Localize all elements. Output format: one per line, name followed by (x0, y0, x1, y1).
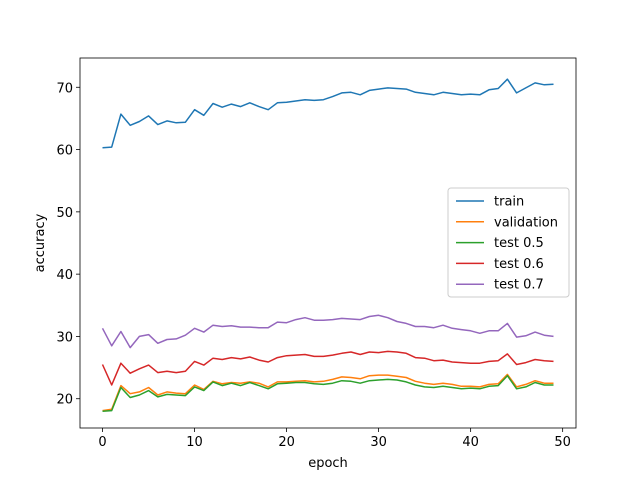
series-line-test-0-5 (102, 374, 554, 412)
x-tick-label: 20 (278, 435, 295, 450)
y-tick-label: 50 (56, 206, 73, 221)
y-axis-label: accuracy (33, 213, 48, 272)
y-tick-label: 70 (56, 81, 73, 96)
x-tick-label: 0 (98, 435, 106, 450)
series-line-train (102, 78, 554, 149)
x-axis-ticks: 0 10 20 30 40 50 (98, 428, 571, 450)
plot-area-frame (79, 57, 577, 429)
x-tick-label: 50 (554, 435, 571, 450)
y-tick-label: 30 (56, 330, 73, 345)
legend-label-validation: validation (494, 215, 558, 230)
legend-label-test-0-7: test 0.7 (494, 278, 544, 293)
y-tick-label: 60 (56, 144, 73, 159)
x-tick-label: 10 (186, 435, 203, 450)
x-tick-label: 30 (370, 435, 387, 450)
legend-label-test-0-6: test 0.6 (494, 257, 544, 272)
y-tick-label: 40 (56, 268, 73, 283)
legend: train validation test 0.5 test 0.6 test 0.7 (447, 187, 570, 298)
y-axis-ticks: 20 30 40 50 60 70 (56, 81, 80, 408)
legend-label-test-0-5: test 0.5 (494, 236, 544, 251)
legend-label-train: train (494, 195, 524, 210)
legend-box (447, 187, 570, 298)
y-tick-label: 20 (56, 393, 73, 408)
series-lines (101, 78, 554, 412)
series-line-test-0-7 (101, 314, 554, 349)
x-tick-label: 40 (462, 435, 479, 450)
series-line-validation (102, 373, 554, 412)
series-line-test-0-6 (101, 350, 554, 386)
x-axis-label: epoch (308, 456, 348, 471)
